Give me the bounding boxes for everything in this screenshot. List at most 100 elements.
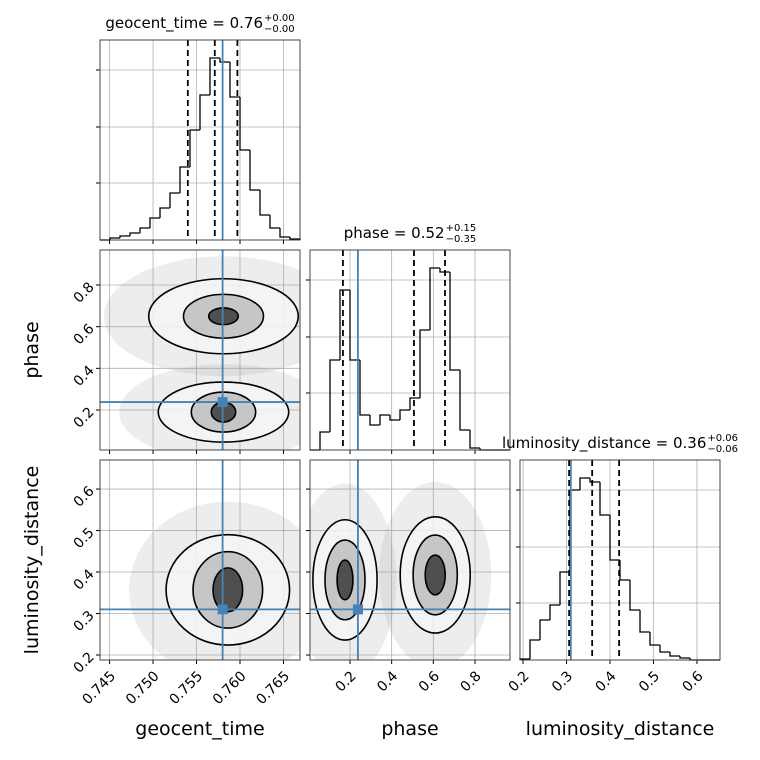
y-tick-label: 0.2	[71, 404, 98, 431]
x-tick-label: 0.2	[506, 668, 533, 695]
x-tick-label: 0.760	[210, 668, 250, 708]
hist-bin	[319, 431, 330, 450]
hist-bin	[199, 94, 210, 130]
title-upper: +0.06	[707, 433, 738, 444]
x-tick-label: 0.6	[416, 668, 443, 695]
hist-bin	[149, 217, 160, 228]
x-axis-label: luminosity_distance	[526, 718, 715, 740]
panel-title: luminosity_distance = 0.36	[502, 434, 706, 453]
hist-bin	[639, 610, 650, 633]
x-tick-label: 0.2	[333, 668, 360, 695]
contour	[336, 559, 354, 601]
panel: geocent_time = 0.76 +0.00−0.00	[96, 13, 301, 244]
panel-frame	[519, 459, 721, 661]
hist-bin	[429, 267, 440, 330]
hist-bin	[109, 237, 120, 240]
y-tick-label: 0.6	[71, 483, 98, 510]
y-tick-label: 0.5	[71, 525, 98, 552]
panel-frame	[99, 249, 301, 451]
hist-bin	[249, 150, 260, 191]
hist-bin	[209, 57, 220, 95]
contour	[424, 554, 447, 596]
hist-bin	[419, 329, 430, 398]
hist-bin	[269, 215, 280, 229]
hist-bin	[649, 632, 660, 646]
x-axis-label: phase	[381, 718, 438, 740]
panel-frame	[309, 459, 511, 661]
title-lower: −0.06	[707, 444, 738, 455]
y-tick-label: 0.3	[71, 608, 98, 635]
x-tick-label: 0.755	[166, 668, 206, 708]
hist-bin	[379, 414, 390, 425]
hist-bin	[629, 580, 640, 611]
panel: phase = 0.52 +0.15−0.35	[306, 223, 511, 454]
hist-bin	[359, 360, 370, 416]
contours	[129, 501, 300, 660]
panel-title: phase = 0.52	[344, 224, 445, 242]
panel: 0.2 0.4 0.6 0.8 phase	[21, 249, 301, 454]
x-tick-label: 0.6	[680, 668, 707, 695]
hist-bin	[459, 370, 470, 431]
x-tick-label: 0.4	[593, 668, 620, 695]
hist-bin	[349, 290, 360, 361]
truth-point	[217, 604, 228, 615]
y-axis-label: luminosity_distance	[21, 466, 43, 655]
title-lower: −0.00	[264, 24, 295, 35]
hist-bin	[589, 478, 600, 483]
hist-bin	[619, 560, 630, 581]
hist-bin	[609, 515, 620, 561]
y-tick-label: 0.4	[71, 363, 98, 390]
panel: 0.745 0.750 0.755 0.760 0.765 0.2 0.3 0.4 0.5 0.6…	[21, 459, 301, 740]
hist-bin	[599, 482, 610, 516]
hist-bin	[559, 571, 570, 605]
hist-bin	[259, 190, 270, 216]
hist-bin	[339, 289, 350, 360]
hist-bin	[389, 415, 400, 421]
hist-bin	[659, 645, 670, 653]
x-tick-label: 0.765	[253, 668, 293, 708]
hist-bin	[219, 58, 230, 63]
hist-bin	[409, 397, 420, 410]
hist-bin	[139, 227, 150, 233]
hist-bin	[159, 207, 170, 218]
hist-bin	[119, 235, 130, 238]
hist-bin	[399, 409, 410, 420]
hist-bin	[129, 232, 140, 236]
hist-bin	[239, 97, 250, 151]
x-axis-label: geocent_time	[135, 718, 264, 740]
hist-bin	[189, 129, 200, 167]
y-tick-label: 0.2	[71, 649, 98, 676]
title-upper: +0.00	[264, 13, 295, 24]
truth-point	[352, 604, 363, 615]
panel: 0.2 0.3 0.4 0.5 0.6 luminosity_distance = 0.3…	[502, 433, 738, 740]
title-lower: −0.35	[446, 234, 477, 245]
hist-bin	[369, 415, 380, 426]
panel-frame	[309, 249, 511, 451]
hist-bin	[229, 62, 240, 98]
hist-bin	[169, 192, 180, 208]
x-tick-label: 0.4	[374, 668, 401, 695]
hist-bin	[669, 652, 680, 657]
y-tick-label: 0.6	[71, 321, 98, 348]
hist-bin	[549, 604, 560, 620]
x-tick-label: 0.8	[458, 668, 485, 695]
hist-bin	[439, 268, 450, 273]
hist-bin	[279, 228, 290, 238]
hist-bin	[529, 639, 540, 659]
x-tick-label: 0.3	[549, 668, 576, 695]
hist-bin	[179, 166, 190, 193]
x-tick-label: 0.750	[123, 668, 163, 708]
panel-title: geocent_time = 0.76	[105, 14, 263, 33]
x-tick-label: 0.5	[636, 668, 663, 695]
truth-point	[217, 397, 228, 408]
hist-bin	[679, 656, 690, 659]
panel-frame	[99, 39, 301, 241]
panel-frame	[99, 459, 301, 661]
y-tick-label: 0.8	[71, 279, 98, 306]
title-upper: +0.15	[446, 223, 477, 234]
x-tick-label: 0.745	[80, 668, 120, 708]
y-tick-label: 0.4	[71, 566, 98, 593]
hist-bin	[469, 430, 480, 449]
contours	[310, 482, 492, 660]
